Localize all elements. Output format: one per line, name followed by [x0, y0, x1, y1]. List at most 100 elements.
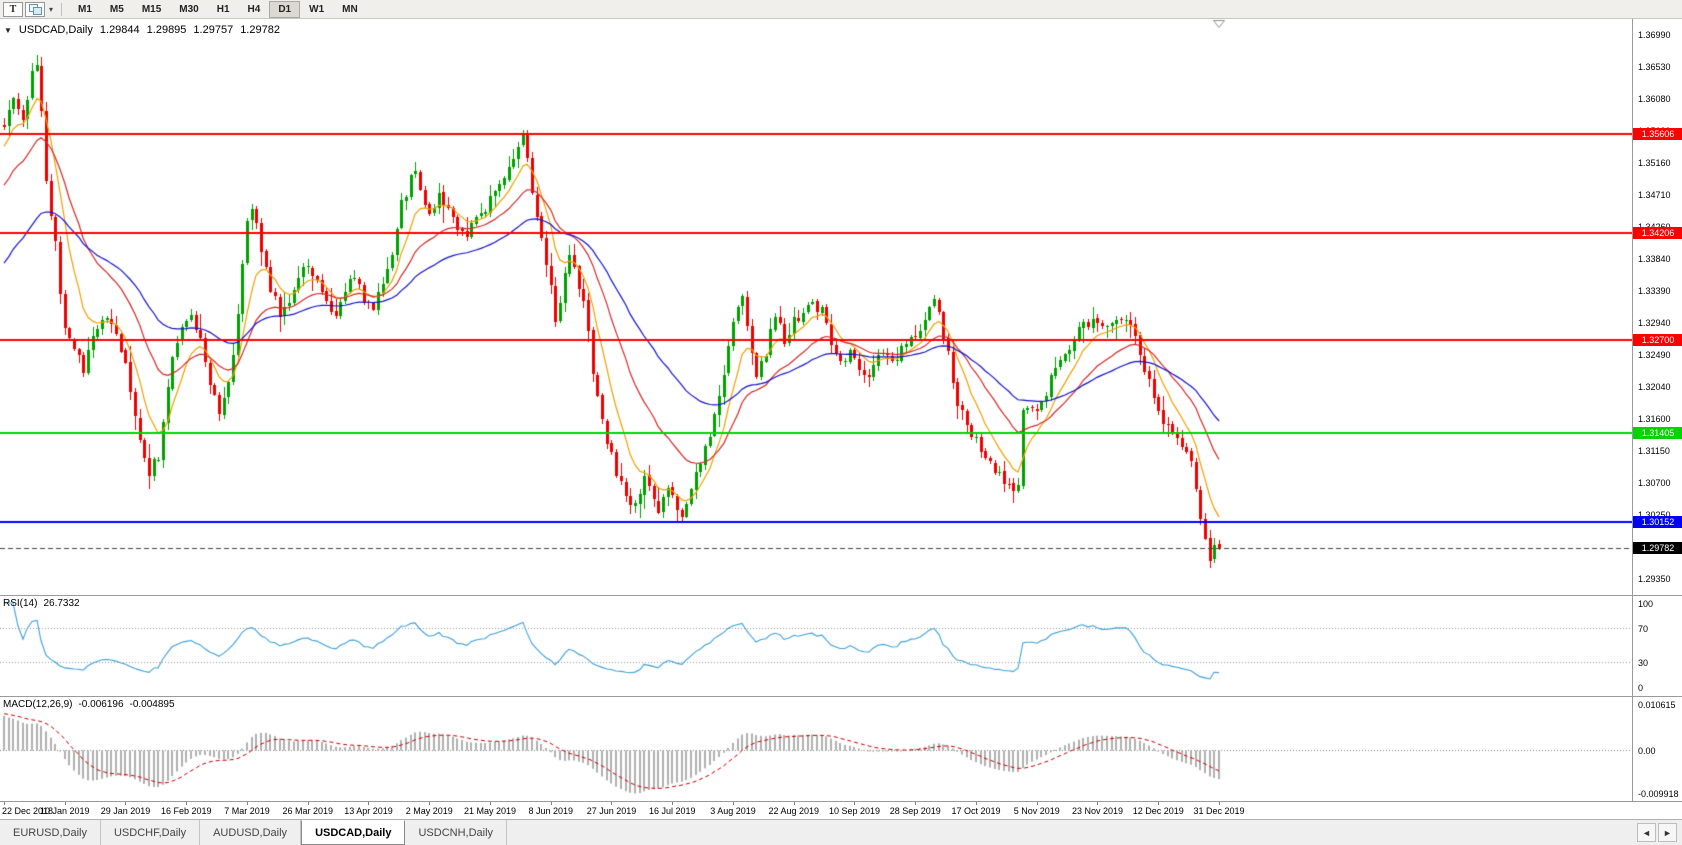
time-axis[interactable]: 22 Dec 2018 10 Jan 2019 29 Jan 2019 16 Feb …	[0, 801, 1682, 819]
time-tick	[490, 802, 491, 805]
price-line-badge: 1.30152	[1633, 515, 1682, 528]
time-tick	[65, 802, 66, 805]
timeframe-w1[interactable]: W1	[309, 3, 325, 15]
price-tick: 1.36080	[1638, 94, 1671, 104]
date-label: 22 Aug 2019	[768, 806, 820, 816]
date-label: 12 Dec 2019	[1132, 806, 1184, 816]
tab-eurusd[interactable]: EURUSD,Daily	[0, 820, 101, 845]
price-tick: 1.32490	[1638, 350, 1671, 360]
date-label: 10 Jan 2019	[39, 806, 90, 816]
time-tick	[429, 802, 430, 805]
price-line-badge: 1.31405	[1633, 426, 1682, 439]
tab-usdcad[interactable]: USDCAD,Daily	[301, 820, 406, 845]
tab-audusd[interactable]: AUDUSD,Daily	[200, 820, 302, 845]
panel-divider	[0, 696, 1682, 697]
price-chart-canvas[interactable]	[0, 19, 1632, 595]
time-tick	[794, 802, 795, 805]
tab-scroll-right-button[interactable]: ►	[1658, 823, 1677, 842]
price-tick: 1.36990	[1638, 30, 1671, 40]
cascade-windows-icon	[28, 3, 42, 15]
price-tick: 1.33840	[1638, 254, 1671, 264]
date-label: 22 Dec 2018	[2, 806, 54, 816]
price-tick: 1.30700	[1638, 478, 1671, 488]
time-tick	[186, 802, 187, 805]
macd-scale-label: -0.009918	[1638, 789, 1679, 799]
ohlc-open: 1.29844	[99, 24, 140, 36]
price-line-badge: 1.34206	[1633, 227, 1682, 240]
macd-name: MACD(12,26,9)	[3, 699, 73, 710]
macd-scale-label: 0.010615	[1638, 700, 1676, 710]
panel-divider	[0, 595, 1682, 596]
toolbar-dropdown-arrow-icon[interactable]: ▾	[49, 4, 54, 14]
macd-label: MACD(12,26,9) -0.006196 -0.004895	[3, 699, 175, 710]
tab-usdcnh[interactable]: USDCNH,Daily	[405, 820, 508, 845]
tab-usdchf[interactable]: USDCHF,Daily	[101, 820, 201, 845]
date-label: 17 Oct 2019	[951, 806, 1001, 816]
price-tick: 1.32940	[1638, 318, 1671, 328]
price-tick: 1.32040	[1638, 382, 1671, 392]
chart-template-button[interactable]: T	[3, 1, 23, 17]
time-tick	[611, 802, 612, 805]
time-tick	[4, 802, 5, 805]
time-tick	[308, 802, 309, 805]
date-label: 7 Mar 2019	[224, 806, 270, 816]
time-tick	[915, 802, 916, 805]
price-axis[interactable]: 1.369901.365301.360801.356201.351601.347…	[1632, 19, 1682, 595]
toolbar: T ▾ M1 M5 M15 M30 H1 H4 D1 W1 MN	[0, 0, 1682, 19]
rsi-axis[interactable]: 100 70 30 0	[1632, 596, 1682, 696]
time-tick	[1037, 802, 1038, 805]
time-tick	[1219, 802, 1220, 805]
date-label: 5 Nov 2019	[1013, 806, 1060, 816]
time-tick	[1097, 802, 1098, 805]
timeframe-group: M1 M5 M15 M30 H1 H4 D1 W1 MN	[69, 0, 367, 18]
ohlc-high: 1.29895	[146, 24, 187, 36]
time-tick	[551, 802, 552, 805]
timeframe-mn[interactable]: MN	[342, 3, 358, 15]
price-tick: 1.31150	[1638, 446, 1670, 456]
tab-scroll-left-button[interactable]: ◄	[1637, 823, 1656, 842]
timeframe-m1[interactable]: M1	[78, 3, 92, 15]
date-label: 27 Jun 2019	[586, 806, 637, 816]
rsi-scale-label: 100	[1638, 599, 1654, 609]
rsi-scale-label: 30	[1638, 657, 1649, 668]
ohlc-low: 1.29757	[193, 24, 234, 36]
timeframe-m5[interactable]: M5	[109, 3, 124, 15]
time-tick	[733, 802, 734, 805]
time-tick	[1158, 802, 1159, 805]
chart-symbol-label: USDCAD,Daily	[18, 24, 93, 36]
timeframe-m30[interactable]: M30	[179, 3, 199, 15]
date-label: 21 May 2019	[463, 806, 517, 816]
ohlc-close: 1.29782	[240, 24, 280, 36]
rsi-canvas[interactable]	[0, 596, 1632, 696]
price-tick: 1.31600	[1638, 414, 1671, 424]
timeframe-d1[interactable]: D1	[269, 0, 301, 18]
price-tick: 1.29350	[1638, 574, 1671, 584]
chart-tabbar: EURUSD,Daily USDCHF,Daily AUDUSD,Daily USDC…	[0, 819, 1682, 845]
price-tick: 1.36530	[1638, 62, 1671, 72]
date-label: 13 Apr 2019	[344, 806, 393, 816]
time-tick	[247, 802, 248, 805]
date-label: 10 Sep 2019	[828, 806, 881, 816]
price-line-badge: 1.35606	[1633, 127, 1682, 140]
time-tick	[854, 802, 855, 805]
price-chart-panel: ▼ USDCAD,Daily 1.29844 1.29895 1.29757 1…	[0, 19, 1632, 595]
macd-axis[interactable]: 0.010615 0.00 -0.009918	[1632, 697, 1682, 801]
window-layout-button[interactable]	[25, 1, 45, 17]
macd-signal-value: -0.004895	[129, 699, 175, 710]
macd-panel: MACD(12,26,9) -0.006196 -0.004895	[0, 697, 1632, 801]
date-label: 23 Nov 2019	[1071, 806, 1123, 816]
price-tick: 1.35160	[1638, 158, 1671, 168]
timeframe-h1[interactable]: H1	[216, 3, 230, 15]
timeframe-m15[interactable]: M15	[141, 3, 162, 15]
chart-title: ▼ USDCAD,Daily 1.29844 1.29895 1.29757 1…	[4, 24, 280, 36]
time-tick	[672, 802, 673, 805]
date-label: 29 Jan 2019	[100, 806, 151, 816]
macd-canvas[interactable]	[0, 697, 1632, 801]
timeframe-h4[interactable]: H4	[247, 3, 261, 15]
macd-scale-label: 0.00	[1638, 746, 1656, 756]
collapse-arrow-icon[interactable]: ▼	[4, 26, 12, 35]
rsi-value: 26.7332	[43, 598, 80, 609]
price-tick: 1.30250	[1638, 510, 1671, 520]
date-label: 2 May 2019	[405, 806, 453, 816]
rsi-label: RSI(14) 26.7332	[3, 598, 80, 609]
